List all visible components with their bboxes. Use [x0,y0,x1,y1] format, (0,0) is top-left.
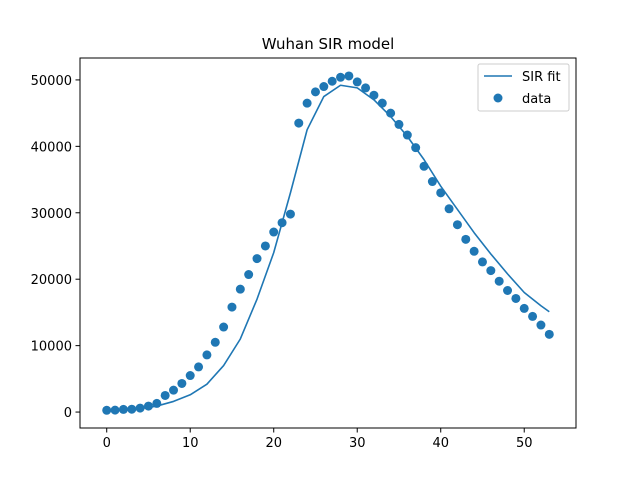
data-point [285,209,295,219]
data-point [394,119,404,129]
legend-label-scatter: data [522,92,551,107]
data-point [135,403,145,413]
y-tick-label: 40000 [31,140,72,155]
data-point [319,82,329,92]
data-point [244,270,254,280]
data-point [494,276,504,286]
data-point [143,401,153,411]
data-point [219,322,229,332]
data-point [235,284,245,294]
data-point [169,385,179,395]
plot-area [102,71,554,415]
x-tick-label: 30 [349,436,366,451]
data-point [294,118,304,128]
y-tick-label: 0 [64,406,72,421]
legend: SIR fit data [477,63,570,112]
y-tick-label: 10000 [31,340,72,355]
data-point [369,90,379,100]
data-point [361,83,371,93]
data-point [185,371,195,381]
x-tick-label: 10 [182,436,199,451]
y-tick-label: 50000 [31,74,72,89]
data-point [152,398,162,408]
data-point [127,404,137,414]
y-tick-label: 30000 [31,207,72,222]
x-tick-label: 20 [265,436,282,451]
y-axis: 0 10000 20000 30000 40000 50000 [31,74,80,421]
data-point [102,405,112,415]
data-point [519,303,529,313]
data-point [469,246,479,256]
y-tick-label: 20000 [31,273,72,288]
data-point [452,220,462,230]
data-point [202,350,212,360]
data-point [327,76,337,86]
data-point [210,337,220,347]
series-line-sir-fit [106,84,550,412]
legend-swatch-marker [493,93,503,103]
data-point [277,218,287,228]
data-point [227,302,237,312]
data-point [536,320,546,330]
data-point [252,254,262,264]
data-point [436,188,446,198]
x-tick-label: 40 [432,436,449,451]
data-point [352,77,362,87]
data-point [544,329,554,339]
data-point [503,286,513,295]
data-point [118,404,128,414]
data-point [402,130,412,140]
data-point [194,362,204,372]
data-point [377,98,387,108]
data-point [336,72,346,82]
data-point [511,293,521,303]
data-point [444,204,454,214]
axes-frame [79,57,577,429]
data-point [528,311,538,321]
x-tick-label: 50 [516,436,533,451]
x-axis: 0 10 20 30 40 50 [103,428,533,451]
data-point [302,98,312,108]
data-point [419,161,429,171]
data-point [260,241,270,251]
legend-label-line: SIR fit [522,70,561,85]
data-point [427,177,437,187]
data-point [269,227,279,237]
chart-title: Wuhan SIR model [262,35,395,53]
data-point [486,266,496,276]
data-point [411,143,421,153]
data-point [461,234,471,244]
data-point [386,108,396,118]
data-point [110,405,120,415]
data-point [310,87,320,97]
data-point [160,390,170,400]
data-point [177,378,187,388]
data-point [477,257,487,267]
data-point [344,71,354,81]
x-tick-label: 0 [103,436,111,451]
